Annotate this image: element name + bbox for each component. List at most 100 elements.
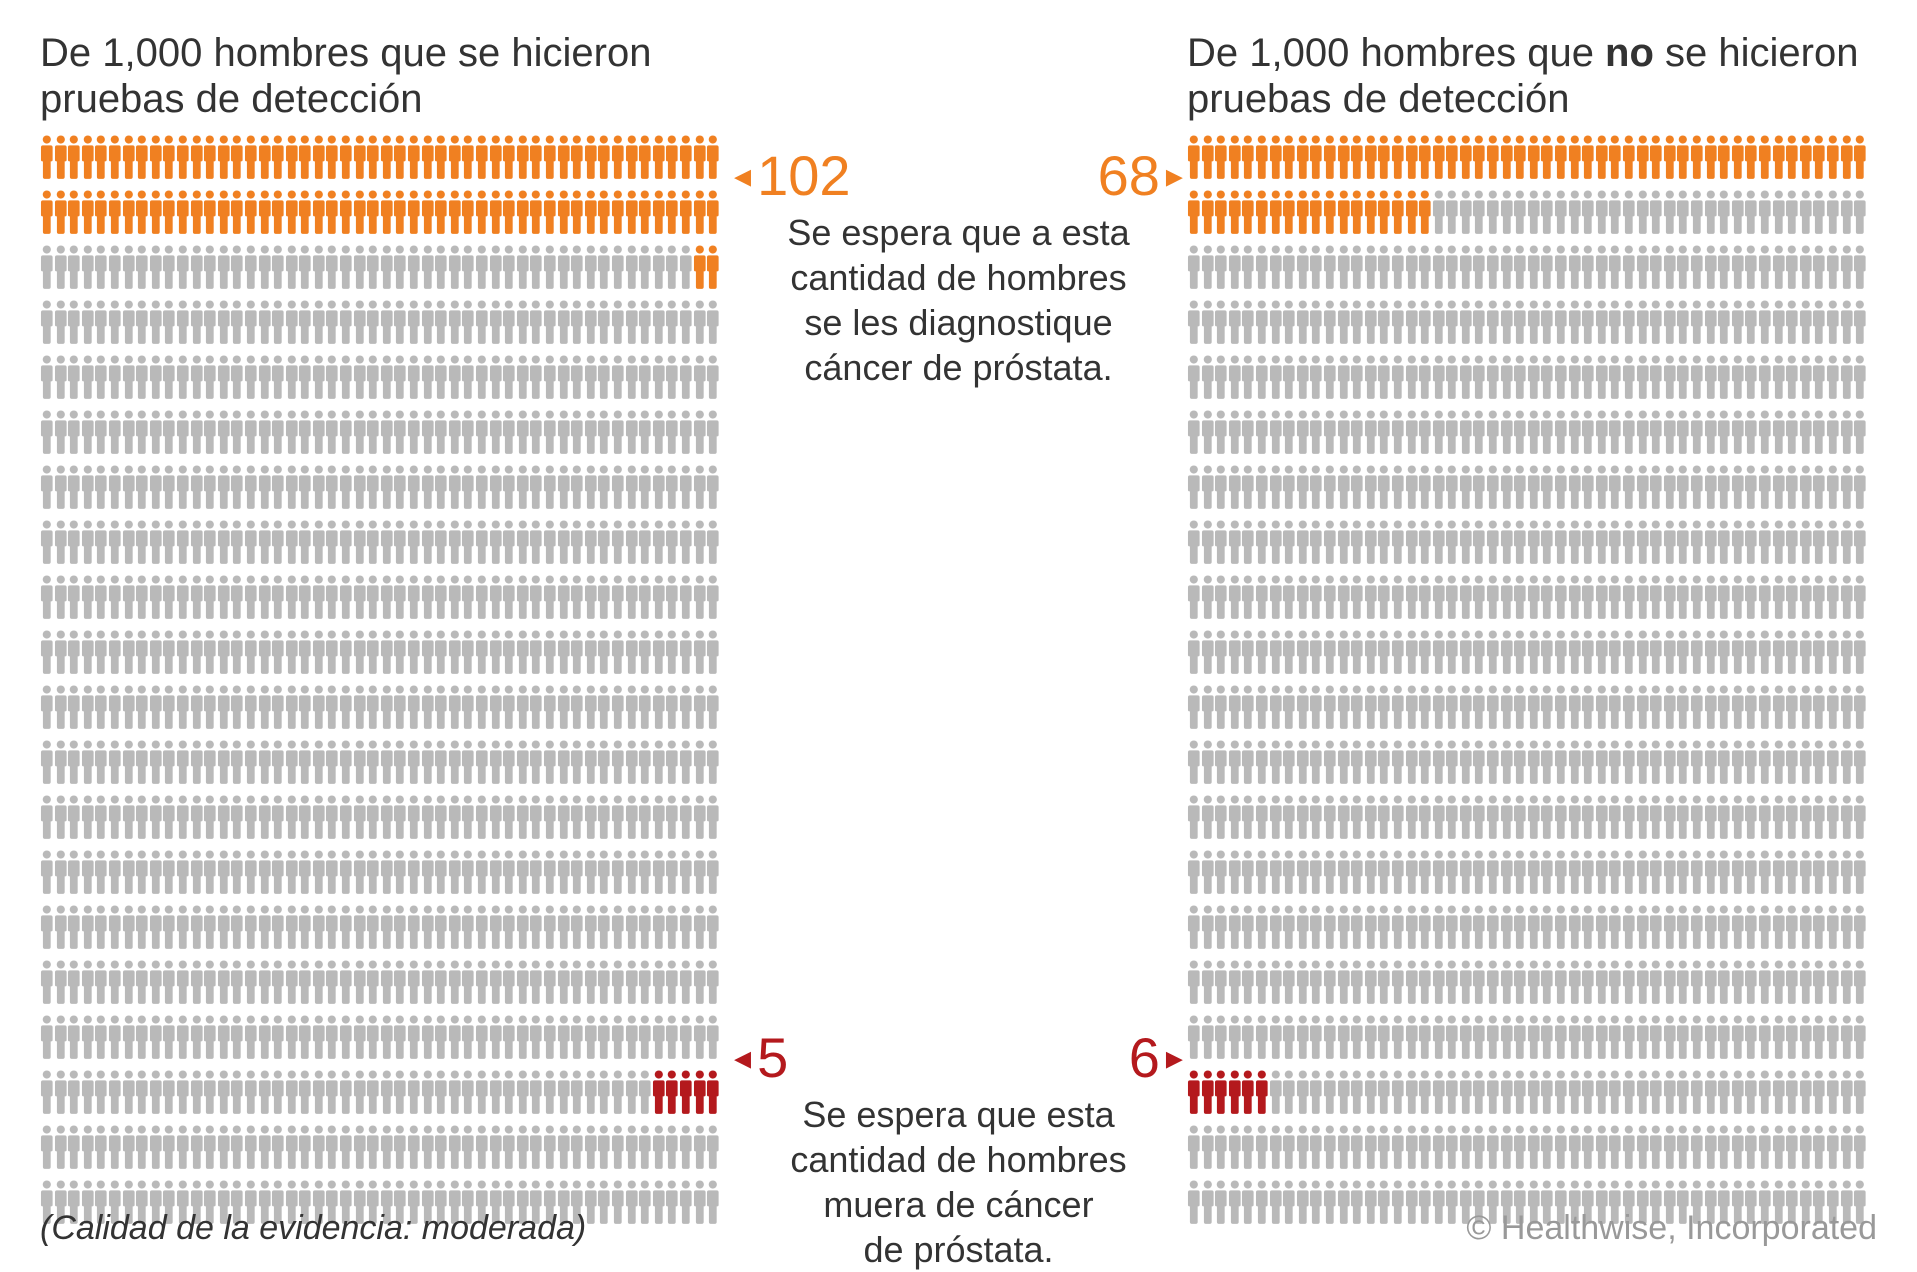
- person-icon: [1636, 354, 1650, 401]
- person-icon: [1840, 299, 1854, 346]
- person-icon: [652, 739, 666, 786]
- person-icon: [230, 134, 244, 181]
- person-icon: [475, 739, 489, 786]
- person-icon: [1704, 1014, 1718, 1061]
- person-icon: [1255, 1124, 1269, 1171]
- person-icon: [1187, 684, 1201, 731]
- person-icon: [1377, 134, 1391, 181]
- person-icon: [1704, 794, 1718, 841]
- person-icon: [1636, 1069, 1650, 1116]
- person-icon: [1853, 849, 1867, 896]
- person-icon: [1568, 299, 1582, 346]
- person-icon: [258, 354, 272, 401]
- person-icon: [122, 409, 136, 456]
- person-icon: [203, 849, 217, 896]
- person-icon: [638, 739, 652, 786]
- person-icon: [679, 574, 693, 621]
- person-icon: [40, 794, 54, 841]
- person-icon: [325, 1014, 339, 1061]
- person-icon: [1364, 739, 1378, 786]
- person-icon: [1554, 629, 1568, 676]
- person-icon: [625, 684, 639, 731]
- person-icon: [652, 299, 666, 346]
- person-icon: [1826, 684, 1840, 731]
- person-icon: [1676, 409, 1690, 456]
- person-icon: [1554, 739, 1568, 786]
- person-icon: [298, 1124, 312, 1171]
- person-icon: [1513, 354, 1527, 401]
- person-icon: [1241, 409, 1255, 456]
- person-icon: [1323, 519, 1337, 566]
- person-icon: [543, 299, 557, 346]
- person-icon: [339, 959, 353, 1006]
- person-icon: [325, 464, 339, 511]
- person-icon: [543, 1069, 557, 1116]
- person-icon: [665, 684, 679, 731]
- person-icon: [652, 904, 666, 951]
- person-icon: [1214, 629, 1228, 676]
- person-icon: [1282, 299, 1296, 346]
- person-icon: [1391, 574, 1405, 621]
- person-icon: [1228, 189, 1242, 236]
- person-icon: [81, 464, 95, 511]
- person-icon: [298, 904, 312, 951]
- person-icon: [1405, 519, 1419, 566]
- person-icon: [421, 1014, 435, 1061]
- person-icon: [557, 134, 571, 181]
- person-icon: [1500, 904, 1514, 951]
- person-icon: [67, 464, 81, 511]
- person-icon: [1309, 739, 1323, 786]
- person-icon: [1445, 299, 1459, 346]
- person-icon: [1405, 189, 1419, 236]
- person-icon: [475, 354, 489, 401]
- person-icon: [1296, 849, 1310, 896]
- person-icon: [1840, 629, 1854, 676]
- person-icon: [693, 959, 707, 1006]
- person-icon: [529, 134, 543, 181]
- person-icon: [1758, 904, 1772, 951]
- person-icon: [1309, 1014, 1323, 1061]
- person-icon: [1214, 1124, 1228, 1171]
- person-icon: [1799, 739, 1813, 786]
- person-icon: [393, 519, 407, 566]
- person-icon: [149, 244, 163, 291]
- person-icon: [108, 134, 122, 181]
- person-icon: [625, 1069, 639, 1116]
- person-icon: [122, 1124, 136, 1171]
- person-icon: [1364, 959, 1378, 1006]
- person-icon: [421, 629, 435, 676]
- person-icon: [1717, 299, 1731, 346]
- person-icon: [230, 739, 244, 786]
- person-icon: [339, 904, 353, 951]
- person-icon: [230, 904, 244, 951]
- person-icon: [190, 739, 204, 786]
- person-icon: [1554, 134, 1568, 181]
- person-icon: [54, 574, 68, 621]
- person-icon: [1554, 464, 1568, 511]
- person-icon: [217, 299, 231, 346]
- person-icon: [1350, 409, 1364, 456]
- person-icon: [1812, 1014, 1826, 1061]
- person-icon: [489, 1124, 503, 1171]
- person-icon: [1690, 189, 1704, 236]
- person-icon: [516, 849, 530, 896]
- person-icon: [1540, 1124, 1554, 1171]
- person-icon: [1337, 1014, 1351, 1061]
- person-icon: [557, 629, 571, 676]
- person-icon: [421, 464, 435, 511]
- person-icon: [271, 134, 285, 181]
- person-icon: [54, 904, 68, 951]
- person-icon: [176, 574, 190, 621]
- person-icon: [665, 519, 679, 566]
- person-icon: [570, 464, 584, 511]
- person-icon: [1500, 409, 1514, 456]
- person-icon: [162, 244, 176, 291]
- person-icon: [1364, 519, 1378, 566]
- person-icon: [1649, 299, 1663, 346]
- person-icon: [1812, 354, 1826, 401]
- person-icon: [502, 354, 516, 401]
- person-icon: [1228, 464, 1242, 511]
- person-icon: [1676, 684, 1690, 731]
- person-icon: [652, 189, 666, 236]
- person-icon: [217, 684, 231, 731]
